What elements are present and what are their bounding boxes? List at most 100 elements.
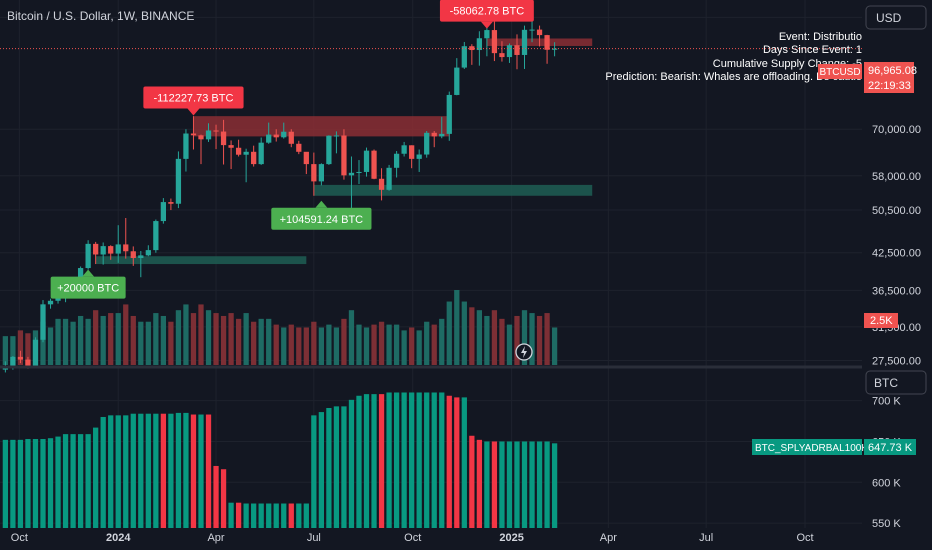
indicator-bar xyxy=(499,441,505,528)
indicator-name: BTC_SPLYADRBAL100K xyxy=(755,443,868,454)
accumulation-zone xyxy=(313,184,593,196)
indicator-tick-label: 600 K xyxy=(872,477,901,489)
indicator-bar xyxy=(10,439,16,528)
time-tick-label: Oct xyxy=(404,532,421,544)
candle-body xyxy=(32,339,39,367)
indicator-bar xyxy=(251,503,257,528)
candle-body xyxy=(213,130,219,132)
currency-selector-box[interactable] xyxy=(865,5,927,30)
candle-body xyxy=(100,246,106,255)
indicator-bar xyxy=(371,394,377,528)
volume-bar xyxy=(153,313,159,365)
volume-bar xyxy=(506,324,513,365)
candle-body xyxy=(220,131,227,146)
event-line-2: Days Since Event: 1 xyxy=(763,44,862,56)
candle-body xyxy=(461,46,467,68)
annotation-label: -58062.78 BTC xyxy=(450,6,525,18)
indicator-unit-selector[interactable]: BTC xyxy=(865,370,927,395)
volume-bar xyxy=(213,313,219,365)
indicator-bar xyxy=(311,415,317,528)
candle-body xyxy=(243,151,249,155)
indicator-bar xyxy=(281,503,287,528)
volume-bar xyxy=(461,301,467,365)
volume-bar xyxy=(100,315,106,365)
annotation-label: +104591.24 BTC xyxy=(280,214,364,226)
indicator-tick-label: 550 K xyxy=(872,518,901,530)
candle-body xyxy=(514,45,520,55)
volume-bar xyxy=(536,315,543,365)
last-price-box xyxy=(864,62,914,93)
indicator-bar xyxy=(190,414,197,528)
volume-bar xyxy=(356,324,362,365)
volume-bar xyxy=(416,330,422,365)
volume-bar xyxy=(469,307,475,365)
price-tick-label: 42,500.00 xyxy=(872,248,921,260)
candle-body xyxy=(333,135,340,137)
volume-bar xyxy=(303,327,309,365)
indicator-bar xyxy=(145,413,151,528)
time-tick-label: Jul xyxy=(307,532,321,544)
volume-bars xyxy=(2,290,558,365)
indicator-bar xyxy=(25,439,31,528)
candle-body xyxy=(130,251,136,259)
indicator-bar xyxy=(326,408,332,528)
indicator-bar xyxy=(356,395,362,528)
volume-bar xyxy=(183,304,189,365)
candle-body xyxy=(258,142,264,165)
volume-bar xyxy=(491,310,498,365)
annotation-box xyxy=(143,86,244,109)
annotation-label: -112227.73 BTC xyxy=(154,93,234,105)
currency-selector[interactable]: USD xyxy=(865,5,927,30)
candle-body xyxy=(341,135,347,176)
candle-body xyxy=(476,38,482,51)
indicator-bar xyxy=(77,434,84,528)
volume-bar xyxy=(288,324,294,365)
candle-body xyxy=(273,134,279,138)
indicator-bar xyxy=(62,434,69,528)
candle-body xyxy=(424,132,430,155)
volume-bar xyxy=(476,310,482,365)
volume-bar xyxy=(77,315,84,365)
volume-bar xyxy=(363,327,370,365)
volume-bar xyxy=(251,321,257,365)
candle-countdown: 22:19:33 xyxy=(868,80,911,92)
candle-body xyxy=(296,143,302,152)
volume-bar xyxy=(243,313,249,365)
indicator-bar xyxy=(378,394,385,528)
time-tick-label: 2024 xyxy=(106,532,131,544)
indicator-bar xyxy=(393,392,400,528)
volume-bar xyxy=(514,315,520,365)
lightning-icon[interactable] xyxy=(515,343,533,361)
indicator-bar xyxy=(108,415,114,528)
volume-bar xyxy=(130,315,136,365)
symbol-tag-box xyxy=(818,64,862,79)
volume-bar xyxy=(47,327,54,365)
indicator-unit-box[interactable] xyxy=(865,370,927,395)
indicator-bars xyxy=(2,392,558,528)
indicator-bar xyxy=(514,441,520,528)
volume-bar xyxy=(40,321,46,365)
currency-selector-label[interactable]: USD xyxy=(876,11,902,25)
indicator-bar xyxy=(40,439,46,528)
candle-body xyxy=(288,131,294,144)
candle-body xyxy=(378,178,385,190)
volume-bar xyxy=(93,310,99,365)
annotation-box xyxy=(271,207,372,230)
indicator-bar xyxy=(469,435,475,528)
candle-body xyxy=(551,48,558,50)
indicator-unit-label[interactable]: BTC xyxy=(874,376,898,390)
indicator-bar xyxy=(243,503,249,528)
accumulation-zone xyxy=(95,256,307,265)
candle-body xyxy=(393,153,400,168)
price-tick-label: 27,500.00 xyxy=(872,355,921,367)
annotation-box xyxy=(439,0,534,22)
indicator-bar xyxy=(529,441,535,528)
indicator-bar xyxy=(123,415,129,528)
indicator-name-box xyxy=(752,439,862,455)
indicator-bar xyxy=(183,412,189,528)
indicator-bar xyxy=(93,427,99,528)
time-scale[interactable]: Oct 2024 Apr Jul Oct 2025 Apr Jul Oct xyxy=(11,532,814,544)
indicator-bar xyxy=(506,441,513,528)
symbol-tag-text: BTCUSD xyxy=(819,67,860,78)
